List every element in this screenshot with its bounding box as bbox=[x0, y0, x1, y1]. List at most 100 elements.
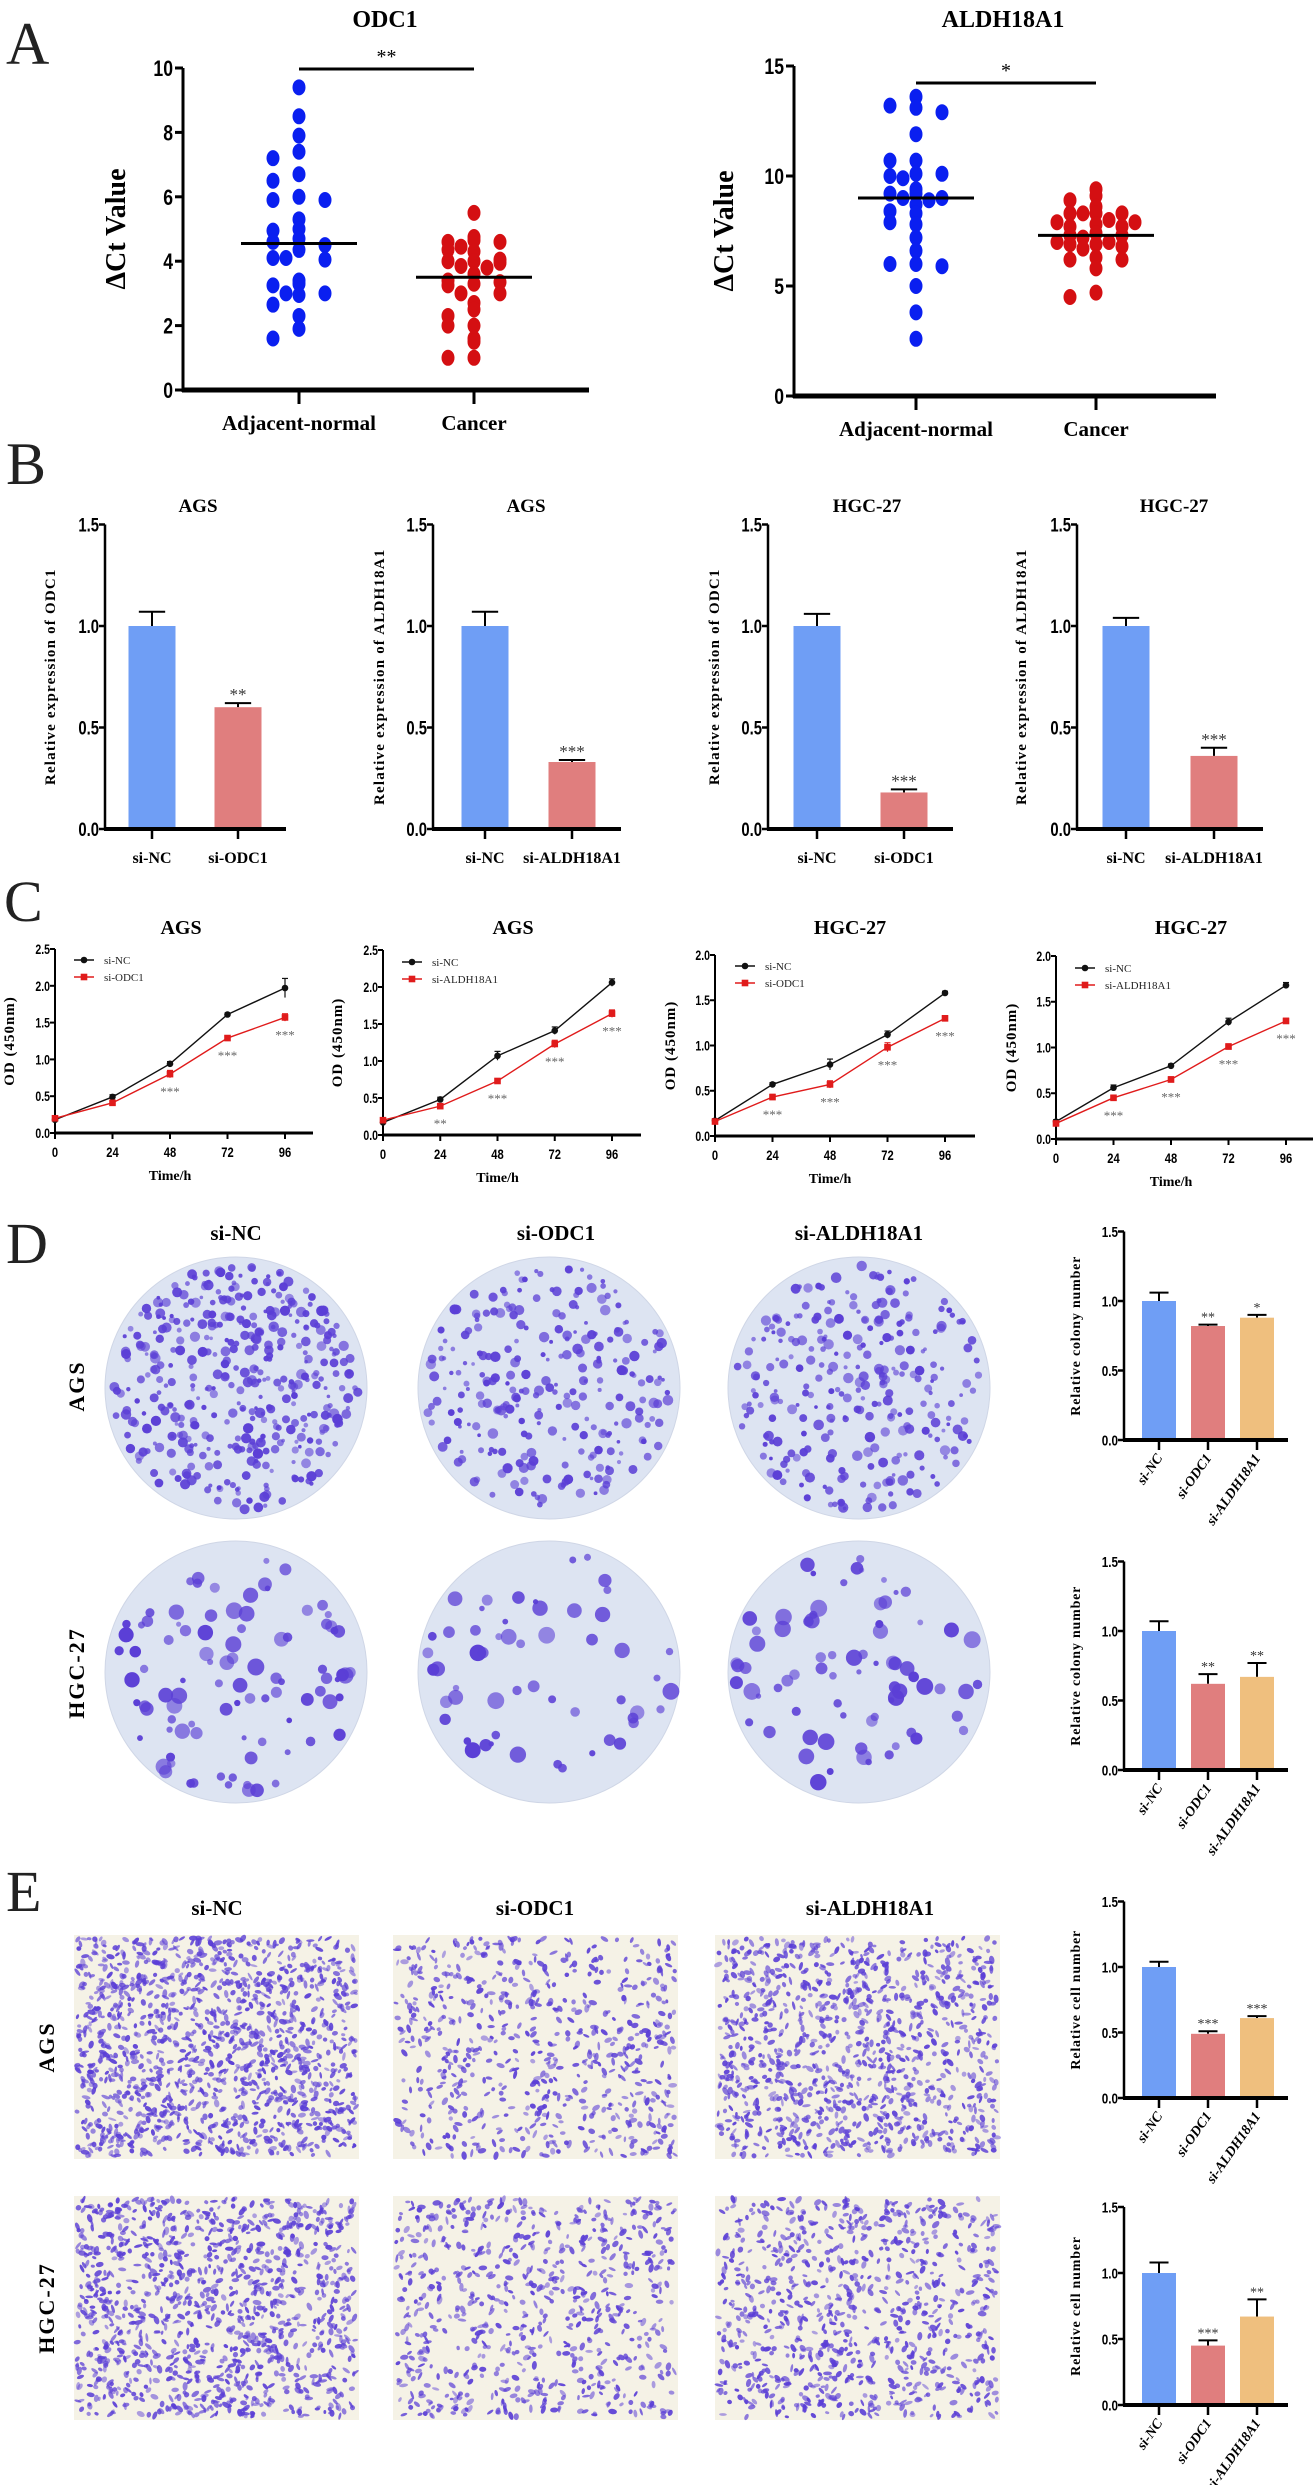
migrated-cell bbox=[151, 2113, 158, 2117]
colony bbox=[597, 1387, 602, 1393]
data-point bbox=[441, 349, 455, 366]
colony bbox=[842, 1330, 853, 1340]
bar-si-odc1 bbox=[1191, 1683, 1225, 1770]
migrated-cell bbox=[106, 1971, 113, 1979]
colony bbox=[257, 1737, 267, 1747]
colony bbox=[956, 1318, 963, 1325]
colony bbox=[573, 1330, 577, 1334]
migrated-cell bbox=[148, 1979, 156, 1986]
colony bbox=[552, 1309, 561, 1318]
migrated-cell bbox=[290, 2112, 297, 2118]
x-tick-label: 0 bbox=[712, 1148, 718, 1163]
colony bbox=[241, 1319, 252, 1329]
colony bbox=[615, 1393, 624, 1402]
migrated-cell bbox=[309, 1984, 315, 1989]
colony bbox=[316, 1341, 327, 1351]
migrated-cell bbox=[163, 2119, 169, 2125]
migrated-cell bbox=[104, 2076, 108, 2084]
y-tick-label: 2.0 bbox=[363, 980, 378, 996]
migrated-cell bbox=[220, 2078, 227, 2086]
migrated-cell bbox=[101, 1958, 109, 1963]
data-point bbox=[941, 989, 949, 997]
colony bbox=[204, 1461, 214, 1471]
colony bbox=[648, 1397, 660, 1409]
colony bbox=[789, 1669, 800, 1680]
colony bbox=[251, 1343, 259, 1351]
colony bbox=[890, 1298, 900, 1308]
colony bbox=[150, 1469, 159, 1478]
bar-si-odc1 bbox=[1191, 1326, 1225, 1440]
legend-marker bbox=[1081, 981, 1089, 989]
migrated-cell bbox=[287, 2026, 294, 2031]
colony bbox=[527, 1680, 540, 1693]
colony bbox=[274, 1631, 289, 1647]
colony bbox=[817, 1328, 823, 1335]
data-point bbox=[1089, 187, 1103, 204]
migrated-cell bbox=[239, 2037, 245, 2046]
colony bbox=[579, 1267, 585, 1272]
migrated-cell bbox=[166, 2135, 173, 2142]
colony bbox=[855, 1405, 865, 1415]
colony bbox=[773, 1683, 783, 1693]
migrated-cell bbox=[276, 2051, 284, 2058]
migrated-cell bbox=[106, 1954, 115, 1960]
colony bbox=[963, 1343, 973, 1353]
colony bbox=[598, 1428, 608, 1439]
colony bbox=[974, 1371, 983, 1379]
migrated-cell bbox=[285, 2030, 293, 2034]
migrated-cell bbox=[93, 1990, 99, 1995]
bar-si-odc1 bbox=[214, 707, 262, 829]
migrated-cell bbox=[344, 2001, 351, 2006]
colony bbox=[743, 1683, 761, 1700]
y-axis-label: OD (450nm) bbox=[330, 998, 346, 1088]
migrated-cell bbox=[140, 2147, 149, 2154]
colony bbox=[300, 1372, 309, 1381]
colony bbox=[236, 1386, 245, 1395]
migrated-cell bbox=[136, 1955, 140, 1960]
colony bbox=[959, 1393, 963, 1397]
migrated-cell bbox=[121, 1984, 130, 1990]
migrated-cell bbox=[132, 2043, 139, 2049]
migrated-cell bbox=[143, 1974, 148, 1980]
colony bbox=[334, 1676, 341, 1683]
migrated-cell bbox=[314, 2143, 320, 2149]
colony bbox=[141, 1411, 147, 1416]
colony bbox=[785, 1468, 790, 1473]
colony bbox=[220, 1346, 231, 1357]
colony bbox=[856, 1344, 863, 1351]
colony bbox=[252, 1448, 264, 1459]
significance-label: *** bbox=[1247, 2002, 1268, 2017]
migrated-cell bbox=[174, 1968, 180, 1974]
colony bbox=[177, 1414, 185, 1422]
migrated-cell bbox=[315, 1946, 324, 1952]
legend-marker bbox=[80, 956, 88, 964]
colony bbox=[122, 1334, 127, 1339]
migrated-cell bbox=[286, 2108, 291, 2116]
colony bbox=[510, 1357, 520, 1368]
migrated-cell bbox=[88, 2151, 92, 2158]
colony bbox=[799, 1482, 804, 1488]
migrated-cell bbox=[232, 2043, 238, 2050]
migrated-cell bbox=[107, 2022, 112, 2031]
migrated-cell bbox=[92, 1936, 98, 1942]
colony bbox=[305, 1736, 316, 1747]
x-axis-label: Time/h bbox=[809, 1172, 852, 1187]
migrated-cell bbox=[327, 1958, 336, 1962]
colony bbox=[521, 1369, 531, 1380]
migrated-cell bbox=[179, 1988, 185, 1995]
colony bbox=[182, 1471, 191, 1479]
colony bbox=[799, 1414, 808, 1423]
migrated-cell bbox=[313, 2110, 321, 2117]
migrated-cell bbox=[256, 1940, 260, 1946]
migrated-cell bbox=[274, 2075, 278, 2081]
migrated-cell bbox=[161, 2003, 166, 2008]
colony bbox=[280, 1375, 288, 1383]
colony bbox=[900, 1586, 911, 1597]
colony bbox=[158, 1687, 174, 1703]
colony bbox=[463, 1737, 472, 1745]
migrated-cell bbox=[329, 2087, 333, 2092]
migrated-cell bbox=[298, 2084, 302, 2091]
data-point bbox=[1115, 238, 1129, 255]
significance-label: *** bbox=[1219, 1057, 1239, 1072]
